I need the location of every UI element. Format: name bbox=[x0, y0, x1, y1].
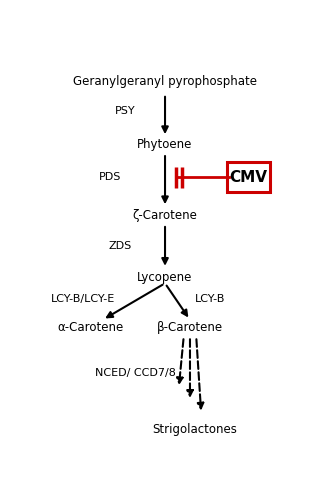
Text: ZDS: ZDS bbox=[109, 240, 132, 250]
Text: CMV: CMV bbox=[230, 170, 268, 185]
Text: Strigolactones: Strigolactones bbox=[153, 423, 237, 436]
Text: PSY: PSY bbox=[115, 106, 136, 116]
Text: PDS: PDS bbox=[99, 172, 121, 182]
Text: ζ-Carotene: ζ-Carotene bbox=[133, 210, 197, 222]
Text: LCY-B: LCY-B bbox=[195, 294, 225, 304]
Text: LCY-B/LCY-E: LCY-B/LCY-E bbox=[51, 294, 115, 304]
Text: Phytoene: Phytoene bbox=[137, 138, 193, 151]
Text: Lycopene: Lycopene bbox=[137, 271, 193, 284]
FancyBboxPatch shape bbox=[227, 162, 270, 192]
Text: α-Carotene: α-Carotene bbox=[57, 321, 123, 334]
Text: NCED/ CCD7/8: NCED/ CCD7/8 bbox=[95, 368, 175, 378]
Text: β-Carotene: β-Carotene bbox=[157, 321, 223, 334]
Text: Geranylgeranyl pyrophosphate: Geranylgeranyl pyrophosphate bbox=[73, 74, 257, 88]
